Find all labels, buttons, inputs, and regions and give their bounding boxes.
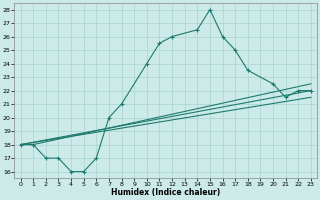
X-axis label: Humidex (Indice chaleur): Humidex (Indice chaleur) [111, 188, 220, 197]
